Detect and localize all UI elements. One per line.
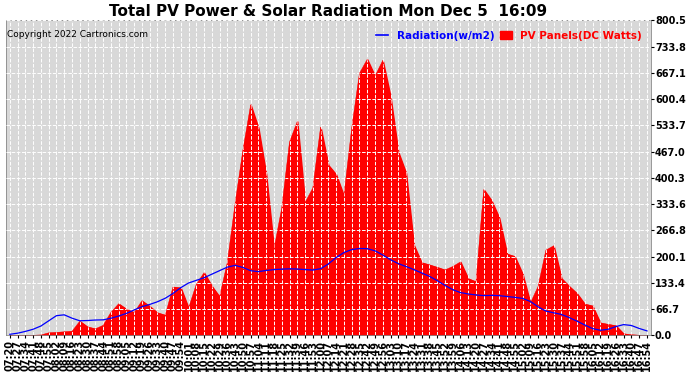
Title: Total PV Power & Solar Radiation Mon Dec 5  16:09: Total PV Power & Solar Radiation Mon Dec… (109, 4, 547, 19)
Legend: Radiation(w/m2), PV Panels(DC Watts): Radiation(w/m2), PV Panels(DC Watts) (374, 29, 644, 43)
Text: Copyright 2022 Cartronics.com: Copyright 2022 Cartronics.com (7, 30, 148, 39)
